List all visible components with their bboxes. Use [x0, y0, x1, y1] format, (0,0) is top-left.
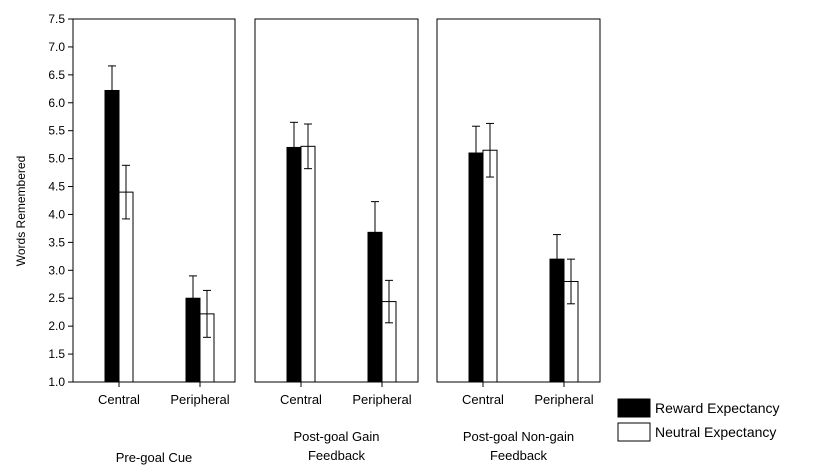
panel-title: Pre-goal Cue [116, 450, 193, 465]
y-tick-label: 2.0 [48, 319, 65, 333]
bar-reward [286, 146, 302, 383]
y-tick-label: 1.5 [48, 347, 65, 361]
legend: Reward Expectancy Neutral Expectancy [617, 398, 780, 442]
y-tick-label: 4.0 [48, 207, 65, 221]
panel-frame [436, 18, 601, 383]
panel-title: Post-goal Gain [294, 429, 380, 444]
bar-neutral [118, 191, 134, 383]
panel-title: Post-goal Non-gain [463, 429, 574, 444]
legend-label: Reward Expectancy [655, 400, 780, 416]
legend-label: Neutral Expectancy [655, 424, 776, 440]
panel: Central Peripheral Pre-goal Cue [72, 18, 236, 465]
panel-title: Feedback [490, 448, 548, 463]
panels: Central Peripheral Pre-goal Cue Central Peri… [72, 18, 601, 465]
bar-reward [468, 152, 484, 383]
x-category-label: Peripheral [170, 392, 229, 407]
y-axis-label: Words Remembered [14, 156, 28, 266]
x-category-label: Central [462, 392, 504, 407]
legend-swatch-neutral [617, 422, 651, 442]
y-tick-label: 5.0 [48, 152, 65, 166]
y-tick-label: 7.5 [48, 12, 65, 26]
y-tick-label: 2.5 [48, 291, 65, 305]
bar-neutral [300, 145, 316, 383]
y-tick-label: 1.0 [48, 375, 65, 389]
y-tick-label: 3.5 [48, 235, 65, 249]
panel: Central Peripheral Post-goal Non-gain Feedb… [436, 18, 601, 463]
x-category-label: Central [98, 392, 140, 407]
x-category-label: Central [280, 392, 322, 407]
panel-title: Feedback [308, 448, 366, 463]
y-tick-label: 3.0 [48, 263, 65, 277]
y-axis: 1.0 1.5 2.0 2.5 3.0 3.5 4.0 4.5 5.0 5.5 6.0 6.5 7.0 7… [48, 12, 73, 389]
y-tick-label: 5.5 [48, 124, 65, 138]
bar-reward [104, 89, 120, 383]
y-tick-label: 6.5 [48, 68, 65, 82]
legend-swatch-reward [617, 398, 651, 418]
y-tick-label: 7.0 [48, 40, 65, 54]
bar-neutral [482, 149, 498, 383]
panel: Central Peripheral Post-goal Gain Feedback [254, 18, 419, 463]
y-tick-label: 6.0 [48, 96, 65, 110]
y-tick-label: 4.5 [48, 180, 65, 194]
x-category-label: Peripheral [534, 392, 593, 407]
x-category-label: Peripheral [352, 392, 411, 407]
panel-frame [254, 18, 419, 383]
panel-frame [72, 18, 236, 383]
